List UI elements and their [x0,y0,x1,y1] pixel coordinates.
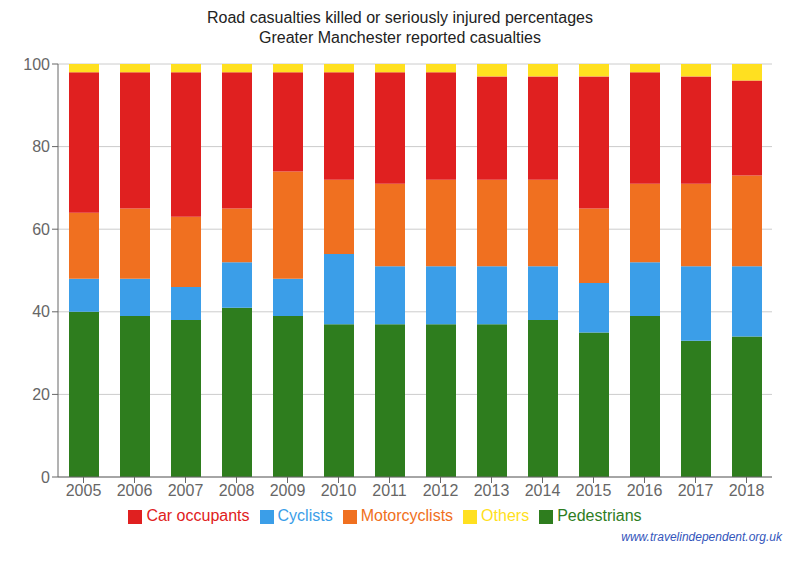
svg-text:2015: 2015 [576,482,612,499]
svg-text:2005: 2005 [66,482,102,499]
svg-text:2007: 2007 [168,482,204,499]
svg-text:100: 100 [23,56,50,73]
html-text:Others: Others [481,507,530,524]
svg-text:2018: 2018 [729,482,765,499]
html-text:Greater Manchester reported ca: Greater Manchester reported casualties [259,29,541,46]
html-text:www.travelindependent.org.uk: www.travelindependent.org.uk [621,530,782,544]
svg-text:0: 0 [41,469,50,486]
svg-text:2008: 2008 [219,482,255,499]
svg-text:2016: 2016 [627,482,663,499]
svg-text:2006: 2006 [117,482,153,499]
svg-text:2014: 2014 [525,482,561,499]
svg-text:60: 60 [32,221,50,238]
html-text:Pedestrians: Pedestrians [557,507,642,524]
svg-text:2011: 2011 [372,482,407,499]
svg-text:2013: 2013 [474,482,510,499]
html-text:Motorcyclists: Motorcyclists [360,507,454,524]
svg-text:20: 20 [32,386,50,403]
html-text:Car occupants: Car occupants [146,507,250,524]
svg-text:2009: 2009 [270,482,306,499]
svg-text:2017: 2017 [678,482,714,499]
html-text:Road casualties killed or seri: Road casualties killed or seriously inju… [207,9,593,26]
svg-text:80: 80 [32,138,50,155]
svg-text:2010: 2010 [321,482,357,499]
svg-text:2012: 2012 [423,482,459,499]
svg-text:40: 40 [32,303,50,320]
html-text:Cyclists: Cyclists [277,507,333,524]
